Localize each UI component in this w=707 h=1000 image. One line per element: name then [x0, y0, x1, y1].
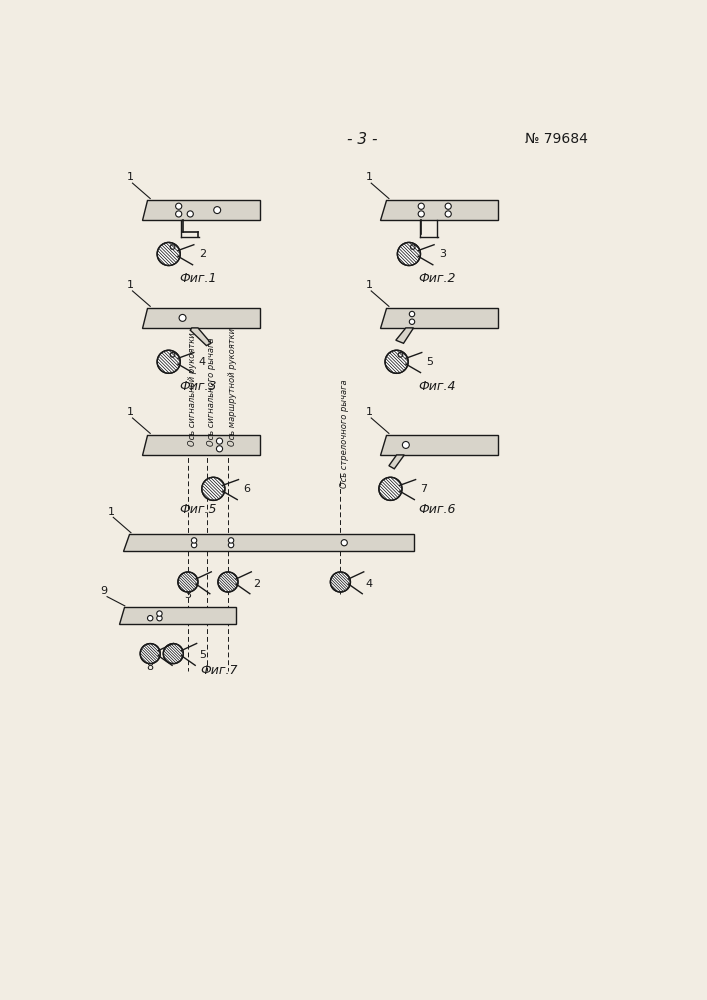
Circle shape [187, 211, 193, 217]
Text: Ось стрелочного рычага: Ось стрелочного рычага [340, 379, 349, 488]
Text: Фиг.3: Фиг.3 [179, 379, 216, 392]
Text: № 79684: № 79684 [525, 132, 588, 146]
Circle shape [398, 353, 403, 357]
Circle shape [402, 441, 409, 448]
Text: 4: 4 [366, 579, 373, 589]
Circle shape [418, 203, 424, 209]
Text: 1: 1 [366, 280, 373, 290]
Text: Фиг.7: Фиг.7 [200, 664, 238, 677]
Circle shape [228, 542, 234, 548]
Circle shape [330, 572, 351, 592]
Circle shape [157, 242, 180, 266]
Text: Фиг.4: Фиг.4 [418, 379, 455, 392]
Text: 1: 1 [127, 407, 134, 417]
Circle shape [201, 477, 225, 500]
Circle shape [216, 438, 223, 444]
Text: 7: 7 [421, 484, 428, 494]
Circle shape [341, 540, 347, 546]
Circle shape [409, 319, 415, 324]
Text: Фиг.5: Фиг.5 [179, 503, 216, 516]
Polygon shape [141, 435, 259, 455]
Text: Фиг.1: Фиг.1 [179, 272, 216, 285]
Text: 1: 1 [366, 172, 373, 182]
Circle shape [157, 350, 180, 373]
Polygon shape [380, 308, 498, 328]
Circle shape [163, 644, 183, 664]
Circle shape [228, 538, 234, 543]
Text: 3: 3 [185, 590, 192, 600]
Circle shape [218, 572, 238, 592]
Polygon shape [119, 607, 236, 624]
Polygon shape [389, 455, 404, 469]
Polygon shape [141, 200, 259, 220]
Text: 5: 5 [426, 357, 433, 367]
Text: - 3 -: - 3 - [346, 132, 378, 147]
Circle shape [192, 538, 197, 543]
Text: 1: 1 [127, 172, 134, 182]
Text: 1: 1 [107, 507, 115, 517]
Circle shape [397, 242, 421, 266]
Text: 6: 6 [243, 484, 250, 494]
Polygon shape [123, 534, 414, 551]
Circle shape [140, 644, 160, 664]
Text: Ось сигнальной рукоятки: Ось сигнальной рукоятки [188, 332, 197, 446]
Circle shape [385, 350, 408, 373]
Polygon shape [141, 308, 259, 328]
Circle shape [170, 353, 175, 357]
Circle shape [175, 203, 182, 209]
Text: 5: 5 [199, 650, 206, 660]
Text: 4: 4 [199, 357, 206, 367]
Text: 8: 8 [146, 662, 153, 672]
Polygon shape [380, 200, 498, 220]
Text: 1: 1 [127, 280, 134, 290]
Circle shape [418, 211, 424, 217]
Circle shape [411, 245, 415, 249]
Circle shape [157, 615, 162, 621]
Circle shape [192, 542, 197, 548]
Text: 9: 9 [100, 586, 107, 596]
Polygon shape [396, 328, 414, 343]
Text: 2: 2 [253, 579, 260, 589]
Text: Фиг.2: Фиг.2 [418, 272, 455, 285]
Circle shape [179, 314, 186, 321]
Circle shape [409, 311, 415, 317]
Text: Фиг.6: Фиг.6 [418, 503, 455, 516]
Text: 1: 1 [366, 407, 373, 417]
Polygon shape [190, 328, 211, 346]
Circle shape [214, 207, 221, 214]
Circle shape [445, 203, 451, 209]
Text: 2: 2 [199, 249, 206, 259]
Text: Ось маршрутной рукоятки: Ось маршрутной рукоятки [228, 328, 237, 446]
Circle shape [157, 611, 162, 616]
Circle shape [216, 446, 223, 452]
Circle shape [170, 245, 175, 249]
Polygon shape [380, 435, 498, 455]
Text: Ось сигнального рычага: Ось сигнального рычага [207, 337, 216, 446]
Circle shape [178, 572, 198, 592]
Circle shape [445, 211, 451, 217]
Text: 3: 3 [439, 249, 446, 259]
Circle shape [175, 211, 182, 217]
Circle shape [379, 477, 402, 500]
Circle shape [148, 615, 153, 621]
